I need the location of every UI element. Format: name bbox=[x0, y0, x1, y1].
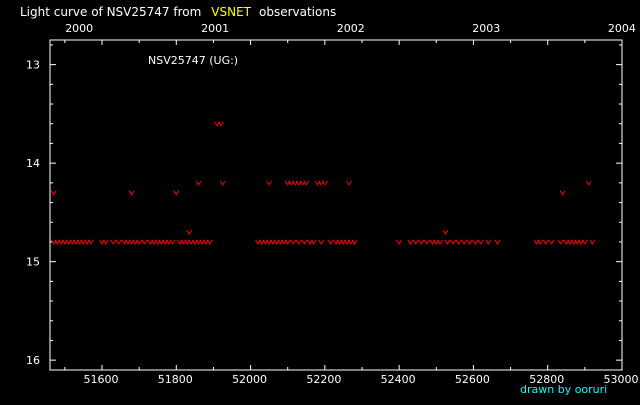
data-point bbox=[418, 239, 425, 245]
data-point bbox=[407, 239, 414, 245]
data-point bbox=[437, 239, 443, 245]
year-tick-label: 2003 bbox=[472, 22, 500, 35]
data-point bbox=[290, 239, 297, 245]
data-point bbox=[321, 180, 328, 186]
data-point bbox=[318, 239, 325, 245]
data-points bbox=[50, 121, 596, 245]
y-tick-label: 16 bbox=[26, 354, 40, 367]
year-tick-label: 2002 bbox=[337, 22, 365, 35]
data-point bbox=[585, 180, 592, 186]
x-tick-label: 51600 bbox=[84, 373, 119, 386]
data-point bbox=[110, 239, 117, 245]
data-point bbox=[424, 239, 430, 245]
data-point bbox=[327, 239, 334, 245]
data-point bbox=[444, 239, 451, 245]
data-point bbox=[295, 239, 302, 245]
data-point bbox=[548, 239, 555, 245]
data-point bbox=[537, 239, 544, 245]
data-point bbox=[136, 239, 143, 245]
data-point bbox=[301, 239, 308, 245]
x-tick-label: 52800 bbox=[529, 373, 564, 386]
data-point bbox=[217, 121, 224, 127]
data-point bbox=[589, 239, 596, 245]
title-prefix: Light curve of NSV25747 from bbox=[20, 5, 201, 19]
data-point bbox=[219, 180, 226, 186]
year-tick-label: 2001 bbox=[201, 22, 229, 35]
x-tick-label: 52200 bbox=[306, 373, 341, 386]
data-point bbox=[557, 239, 564, 245]
data-point bbox=[396, 239, 403, 245]
data-point bbox=[442, 229, 449, 236]
data-point bbox=[50, 190, 57, 196]
title-source: VSNET bbox=[211, 5, 251, 19]
data-point bbox=[206, 239, 213, 245]
data-point bbox=[346, 180, 352, 186]
data-point bbox=[466, 239, 473, 245]
data-point bbox=[485, 239, 492, 245]
data-point bbox=[173, 190, 180, 196]
x-tick-label: 51800 bbox=[158, 373, 193, 386]
data-point bbox=[310, 239, 317, 245]
x-tick-label: 52000 bbox=[232, 373, 267, 386]
data-point bbox=[128, 190, 135, 196]
data-point bbox=[195, 180, 202, 186]
data-point bbox=[542, 239, 549, 245]
y-tick-label: 15 bbox=[26, 256, 40, 269]
data-point bbox=[266, 180, 273, 186]
title-suffix: observations bbox=[259, 5, 336, 19]
data-point bbox=[115, 239, 122, 245]
data-point bbox=[494, 239, 501, 245]
x-axis: 51600 51800 52000 52200 52400 52600 52800 53000 bbox=[64, 40, 639, 386]
data-point bbox=[303, 180, 310, 186]
data-point bbox=[141, 239, 148, 245]
data-point bbox=[87, 239, 94, 245]
data-point bbox=[102, 239, 109, 245]
star-annotation: NSV25747 (UG:) bbox=[148, 54, 238, 67]
year-tick-label: 2004 bbox=[608, 22, 636, 35]
y-tick-label: 13 bbox=[26, 59, 40, 72]
top-year-axis: 2000 2001 2002 2003 2004 bbox=[65, 22, 636, 35]
data-point bbox=[186, 229, 193, 236]
credit-text: drawn by ooruri bbox=[520, 383, 607, 396]
x-tick-label: 52600 bbox=[455, 373, 490, 386]
data-point bbox=[581, 239, 588, 245]
plot-frame bbox=[49, 39, 623, 371]
data-point bbox=[169, 239, 176, 245]
data-point bbox=[472, 239, 479, 245]
data-point bbox=[461, 239, 468, 245]
year-tick-label: 2000 bbox=[65, 22, 93, 35]
x-tick-label: 53000 bbox=[604, 373, 639, 386]
data-point bbox=[351, 239, 358, 245]
data-point bbox=[455, 239, 462, 245]
x-tick-label: 52400 bbox=[381, 373, 416, 386]
data-point bbox=[477, 239, 484, 245]
data-point bbox=[559, 190, 566, 196]
y-tick-label: 14 bbox=[26, 157, 40, 170]
chart-title: Light curve of NSV25747 from VSNET observa… bbox=[20, 5, 336, 19]
data-point bbox=[284, 239, 291, 245]
data-point bbox=[412, 239, 419, 245]
data-point bbox=[450, 239, 456, 245]
